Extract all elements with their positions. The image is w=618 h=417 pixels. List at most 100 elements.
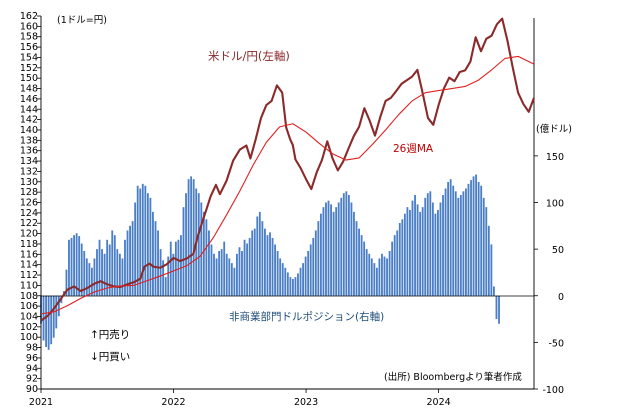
position-bar xyxy=(126,230,129,296)
position-bar xyxy=(116,249,119,296)
position-bar xyxy=(162,260,165,296)
position-bar xyxy=(159,249,162,296)
left-tick-label: 128 xyxy=(20,187,38,198)
position-bar xyxy=(103,253,106,296)
position-bar xyxy=(317,221,320,296)
position-bar xyxy=(342,193,345,296)
position-bar xyxy=(286,272,289,296)
position-bar xyxy=(225,253,228,296)
position-bar xyxy=(164,277,167,296)
position-bar xyxy=(284,267,287,296)
position-bar xyxy=(75,233,78,296)
position-bar xyxy=(233,267,236,296)
position-bar xyxy=(375,267,378,296)
position-bar xyxy=(350,202,353,296)
position-bar xyxy=(360,235,363,296)
position-bar xyxy=(444,188,447,296)
position-bar xyxy=(134,202,137,296)
position-bar xyxy=(101,249,103,296)
position-bar xyxy=(289,277,292,296)
position-bar xyxy=(381,253,383,296)
position-bar xyxy=(332,211,335,296)
position-bar xyxy=(297,273,299,296)
left-tick-label: 120 xyxy=(20,229,38,240)
position-bar xyxy=(294,277,297,296)
position-bar xyxy=(396,230,399,296)
position-bar xyxy=(108,244,111,296)
position-bar xyxy=(85,258,88,296)
position-bar xyxy=(291,278,294,296)
x-tick-label: 2022 xyxy=(161,397,185,408)
position-bar xyxy=(246,243,249,296)
position-bar xyxy=(416,204,419,296)
position-bar xyxy=(454,191,457,296)
position-bar xyxy=(169,241,172,296)
position-bar xyxy=(65,269,68,296)
position-bar xyxy=(215,258,218,296)
position-bar xyxy=(462,191,465,296)
position-bar xyxy=(200,202,203,296)
left-tick-label: 110 xyxy=(20,280,38,291)
left-tick-label: 118 xyxy=(20,239,38,250)
position-bar xyxy=(70,237,73,296)
position-bar xyxy=(302,263,304,296)
left-tick-label: 104 xyxy=(20,311,38,322)
left-tick-label: 126 xyxy=(20,198,38,209)
position-bar xyxy=(190,176,193,296)
position-bar xyxy=(248,237,251,296)
position-bar xyxy=(236,253,238,296)
position-bar xyxy=(393,235,396,296)
position-bar xyxy=(73,235,75,296)
position-bar xyxy=(261,221,264,296)
position-bar xyxy=(129,225,131,296)
position-bar xyxy=(78,236,81,296)
position-bar xyxy=(485,207,488,296)
left-tick-label: 150 xyxy=(20,73,38,84)
position-bar xyxy=(185,193,187,296)
position-bar xyxy=(243,239,246,296)
position-bar xyxy=(83,250,86,296)
right-unit-label: (億ドル) xyxy=(536,123,572,135)
usdjpy-line xyxy=(40,17,535,322)
right-tick-label: -100 xyxy=(542,385,564,396)
position-bar xyxy=(299,267,302,296)
source-note: (出所) Bloombergより筆者作成 xyxy=(384,371,522,383)
position-bar xyxy=(180,235,182,296)
position-bar xyxy=(347,195,350,296)
position-bar xyxy=(55,295,58,329)
position-bar xyxy=(57,295,60,317)
position-bar xyxy=(276,250,279,296)
x-tick-label: 2023 xyxy=(294,397,318,408)
position-bar xyxy=(431,202,434,296)
position-bar xyxy=(271,237,274,296)
position-bar xyxy=(340,197,343,296)
usdjpy-label: 米ドル/円(左軸) xyxy=(208,49,290,63)
position-bar xyxy=(386,258,388,296)
position-bar xyxy=(149,197,152,296)
position-bar xyxy=(177,239,180,296)
left-tick-label: 156 xyxy=(20,42,38,53)
position-bar xyxy=(80,243,83,296)
position-bar xyxy=(172,253,175,296)
position-bar xyxy=(228,258,231,296)
position-bar xyxy=(480,185,483,296)
position-bar xyxy=(477,181,480,296)
position-bar xyxy=(68,239,70,296)
position-bar xyxy=(335,207,338,296)
position-bar xyxy=(182,207,185,296)
position-bar xyxy=(388,250,391,296)
position-bar xyxy=(391,241,394,296)
position-bar xyxy=(493,286,495,296)
position-bar xyxy=(355,221,358,296)
position-bar xyxy=(113,235,116,296)
position-bar xyxy=(414,195,416,296)
position-label: 非商業部門ドルポジション(右軸) xyxy=(229,310,384,323)
position-bar xyxy=(490,244,493,296)
position-bar xyxy=(187,179,190,296)
position-bar xyxy=(437,209,439,296)
position-bar xyxy=(167,256,170,296)
position-bar xyxy=(281,263,284,296)
position-bars xyxy=(40,174,500,350)
left-tick-label: 96 xyxy=(26,353,38,364)
position-bar xyxy=(442,195,444,296)
